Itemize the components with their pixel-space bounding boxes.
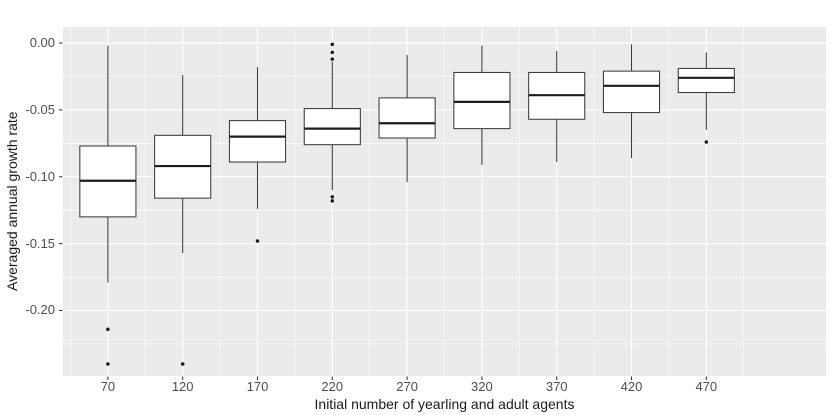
- box-270: [378, 97, 436, 139]
- box-320: [453, 71, 511, 130]
- y-axis-title: Averaged annual growth rate: [4, 111, 20, 292]
- box-420: [602, 70, 661, 114]
- y-tick-label: -0.05: [25, 101, 55, 117]
- outlier-point: [330, 195, 335, 199]
- x-tick-label: 170: [246, 379, 269, 394]
- outlier-point: [330, 57, 335, 61]
- outlier-point: [255, 239, 260, 243]
- outlier-point: [106, 362, 110, 366]
- box-170: [228, 120, 287, 163]
- y-tick-label: -0.10: [25, 168, 55, 184]
- y-tick-label: -0.20: [25, 302, 55, 318]
- outlier-point: [330, 50, 335, 55]
- outlier-point: [106, 327, 110, 331]
- outlier-point: [330, 199, 335, 203]
- x-axis-title: Initial number of yearling and adult age…: [314, 396, 575, 412]
- x-tick-label: 220: [321, 379, 344, 394]
- outlier-point: [704, 140, 709, 144]
- x-tick-label: 320: [471, 379, 493, 394]
- y-tick-label: 0.00: [29, 35, 55, 51]
- x-tick-label: 370: [545, 379, 568, 394]
- box-470: [677, 67, 735, 94]
- x-tick-label: 270: [396, 379, 418, 394]
- outlier-point: [330, 42, 335, 47]
- x-tick-label: 120: [171, 379, 194, 394]
- box-220: [303, 108, 361, 146]
- x-tick-label: 470: [695, 379, 718, 394]
- y-tick-label: -0.15: [25, 235, 55, 251]
- x-tick-label: 70: [100, 379, 116, 394]
- x-tick-label: 420: [620, 379, 643, 394]
- outlier-point: [180, 362, 185, 366]
